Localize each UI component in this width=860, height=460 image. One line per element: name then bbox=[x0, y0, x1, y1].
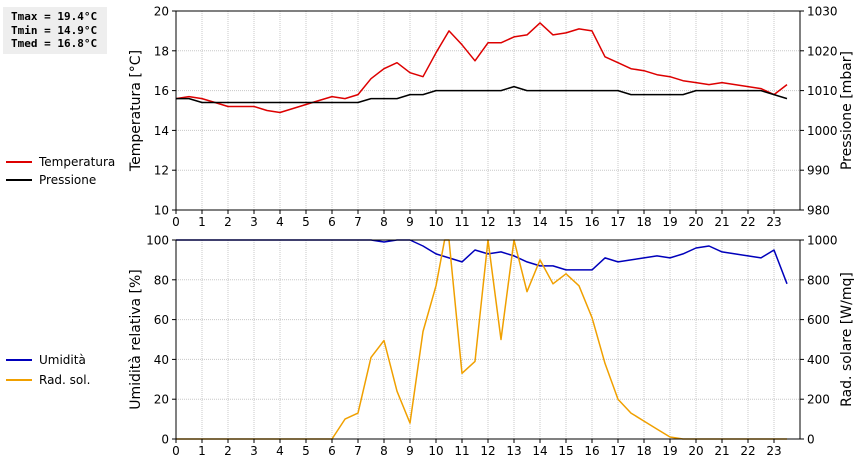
x-tick-label: 21 bbox=[714, 444, 729, 458]
legend-label: Pressione bbox=[39, 173, 96, 187]
x-tick-label: 18 bbox=[636, 215, 651, 229]
series-line-temperatura bbox=[175, 22, 788, 114]
x-tick-label: 20 bbox=[688, 215, 703, 229]
legend-label: Umidità bbox=[39, 353, 86, 367]
x-tick-label: 7 bbox=[354, 444, 362, 458]
x-tick-label: 16 bbox=[584, 444, 599, 458]
x-tick-label: 19 bbox=[662, 444, 677, 458]
y2-tick-label: 1030 bbox=[807, 5, 838, 19]
stats-box: Tmax = 19.4°C Tmin = 14.9°C Tmed = 16.8°… bbox=[3, 7, 107, 54]
y-tick-label: 80 bbox=[154, 273, 169, 287]
chart-0: 0 1 2 3 4 5 6 7 8 9 10 11 12 13 14 15 16 17 18 19 20 21 22 2310… bbox=[128, 5, 855, 230]
y2-tick-label: 990 bbox=[807, 164, 830, 178]
x-tick-label: 4 bbox=[276, 215, 284, 229]
x-tick-label: 10 bbox=[428, 444, 443, 458]
x-tick-label: 22 bbox=[740, 444, 755, 458]
y-axis-label: Umidità relativa [%] bbox=[128, 269, 144, 410]
y-tick-label: 10 bbox=[154, 204, 169, 218]
x-tick-label: 23 bbox=[766, 444, 781, 458]
x-tick-label: 13 bbox=[506, 215, 521, 229]
x-tick-label: 18 bbox=[636, 444, 651, 458]
y-tick-label: 18 bbox=[154, 44, 169, 58]
x-tick-label: 3 bbox=[250, 444, 258, 458]
series-line-pressione bbox=[176, 85, 788, 104]
x-tick-label: 11 bbox=[454, 444, 469, 458]
x-tick-label: 6 bbox=[328, 215, 336, 229]
x-tick-label: 9 bbox=[406, 444, 414, 458]
legend-label: Rad. sol. bbox=[39, 373, 90, 387]
x-tick-label: 22 bbox=[740, 215, 755, 229]
y2-tick-label: 600 bbox=[807, 313, 830, 327]
y-tick-label: 0 bbox=[161, 433, 169, 447]
y2-tick-label: 200 bbox=[807, 393, 830, 407]
y2-tick-label: 980 bbox=[807, 204, 830, 218]
legend-label: Temperatura bbox=[38, 155, 115, 169]
y2-tick-label: 0 bbox=[807, 433, 815, 447]
y-tick-label: 40 bbox=[154, 353, 169, 367]
y2-tick-label: 1020 bbox=[807, 44, 838, 58]
x-tick-label: 7 bbox=[354, 215, 362, 229]
x-tick-label: 1 bbox=[198, 444, 206, 458]
x-tick-label: 0 bbox=[172, 215, 180, 229]
y2-tick-label: 400 bbox=[807, 353, 830, 367]
stat-tmin: Tmin = 14.9°C bbox=[11, 23, 98, 37]
x-tick-label: 5 bbox=[302, 444, 310, 458]
x-tick-label: 1 bbox=[198, 215, 206, 229]
x-tick-label: 15 bbox=[558, 215, 573, 229]
x-tick-label: 14 bbox=[532, 215, 547, 229]
x-tick-label: 0 bbox=[172, 444, 180, 458]
x-tick-label: 17 bbox=[610, 215, 625, 229]
x-tick-label: 20 bbox=[688, 444, 703, 458]
y-tick-label: 20 bbox=[154, 393, 169, 407]
y2-tick-label: 1000 bbox=[807, 234, 838, 248]
stat-tmed: Tmed = 16.8°C bbox=[11, 37, 98, 50]
chart-1: 0 1 2 3 4 5 6 7 8 9 10 11 12 13 14 15 16 17 18 19 20 21 22 2302… bbox=[128, 234, 855, 459]
x-tick-label: 8 bbox=[380, 444, 388, 458]
y-axis-label: Temperatura [°C] bbox=[128, 50, 144, 172]
x-tick-label: 2 bbox=[224, 215, 232, 229]
x-tick-label: 5 bbox=[302, 215, 310, 229]
x-tick-label: 12 bbox=[480, 444, 495, 458]
y-tick-label: 12 bbox=[154, 164, 169, 178]
x-tick-label: 12 bbox=[480, 215, 495, 229]
plot-area bbox=[176, 11, 800, 210]
y2-axis-label: Pressione [mbar] bbox=[839, 51, 855, 170]
y2-tick-label: 1010 bbox=[807, 84, 838, 98]
y2-tick-label: 800 bbox=[807, 273, 830, 287]
x-tick-label: 15 bbox=[558, 444, 573, 458]
x-tick-label: 19 bbox=[662, 215, 677, 229]
stat-tmax: Tmax = 19.4°C bbox=[11, 10, 98, 23]
x-tick-label: 23 bbox=[766, 215, 781, 229]
x-tick-label: 9 bbox=[406, 215, 414, 229]
x-tick-label: 21 bbox=[714, 215, 729, 229]
x-tick-label: 3 bbox=[250, 215, 258, 229]
plot-area bbox=[176, 240, 800, 439]
x-tick-label: 14 bbox=[532, 444, 547, 458]
x-tick-label: 13 bbox=[506, 444, 521, 458]
x-tick-label: 6 bbox=[328, 444, 336, 458]
y-tick-label: 20 bbox=[154, 5, 169, 19]
x-tick-label: 2 bbox=[224, 444, 232, 458]
y-tick-label: 100 bbox=[146, 234, 169, 248]
y-tick-label: 14 bbox=[154, 124, 169, 138]
x-tick-label: 8 bbox=[380, 215, 388, 229]
x-tick-label: 11 bbox=[454, 215, 469, 229]
x-tick-label: 16 bbox=[584, 215, 599, 229]
x-tick-label: 4 bbox=[276, 444, 284, 458]
y-tick-label: 60 bbox=[154, 313, 169, 327]
y-tick-label: 16 bbox=[154, 84, 169, 98]
x-tick-label: 10 bbox=[428, 215, 443, 229]
y2-tick-label: 1000 bbox=[807, 124, 838, 138]
x-tick-label: 17 bbox=[610, 444, 625, 458]
y2-axis-label: Rad. solare [W/mq] bbox=[839, 272, 855, 407]
